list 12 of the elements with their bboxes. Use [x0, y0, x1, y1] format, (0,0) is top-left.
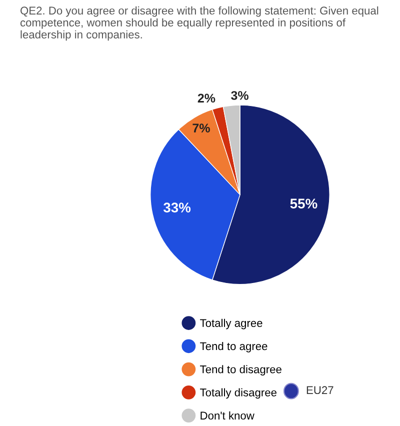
legend-label: Totally disagree	[200, 388, 276, 399]
data-label: 3%	[231, 91, 248, 100]
chart-title: QE2. Do you agree or disagree with the following statement: Given equal competence, women should be equally represented in positions of leadership in companies.	[20, 6, 378, 41]
data-label: 7%	[192, 124, 210, 132]
legend-label: Tend to agree	[200, 342, 268, 352]
text: EU27	[306, 386, 334, 394]
legend-label: Don't know	[200, 411, 254, 420]
data-label: 55%	[290, 198, 318, 208]
legend-label: Tend to disagree	[200, 365, 282, 376]
data-label: 2%	[198, 94, 216, 103]
data-label: 33%	[163, 202, 191, 213]
legend-label: Totally agree	[200, 318, 262, 330]
